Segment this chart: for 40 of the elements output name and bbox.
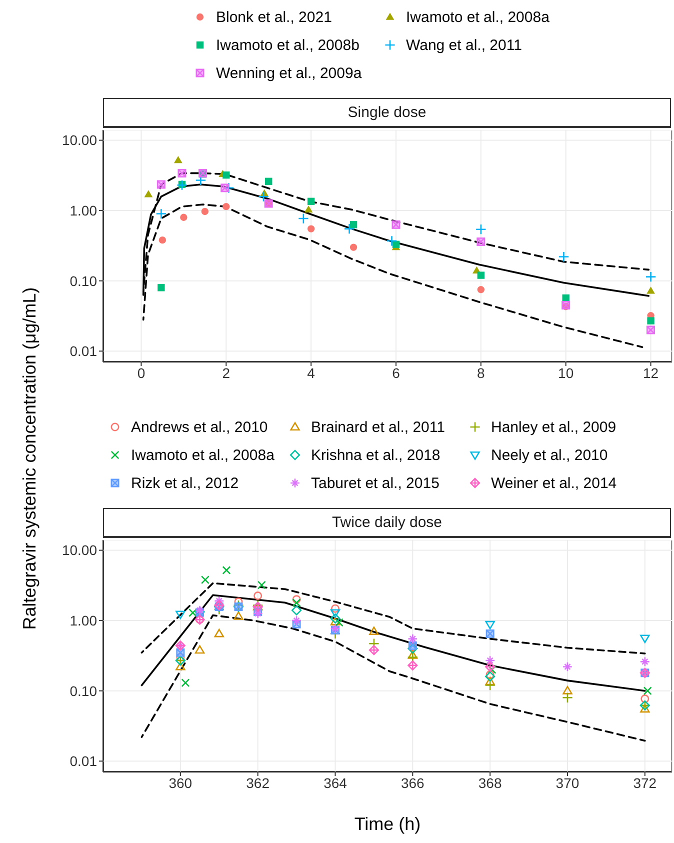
- y-tick-label: 0.10: [70, 272, 98, 289]
- x-tick-label: 370: [556, 774, 580, 791]
- x-tick-label: 12: [642, 364, 659, 381]
- y-tick-label: 10.00: [62, 132, 98, 148]
- y-tick-label: 0.10: [70, 682, 98, 699]
- x-tick-label: 10: [558, 364, 574, 381]
- x-tick-label: 0: [137, 364, 146, 381]
- legend-label: Iwamoto et al., 2008a: [131, 446, 274, 464]
- legend-label: Wang et al., 2011: [406, 36, 522, 54]
- legend-label: Hanley et al., 2009: [491, 418, 616, 436]
- legend-label: Weiner et al., 2014: [491, 474, 617, 492]
- x-axis-title: Time (h): [353, 814, 422, 835]
- legend-label: Wenning et al., 2009a: [216, 64, 362, 82]
- legend-label: Iwamoto et al., 2008a: [406, 8, 550, 26]
- x-tick-label: 8: [477, 364, 486, 381]
- chart-title: Single dose: [103, 98, 671, 128]
- legend-label: Blonk et al., 2021: [216, 8, 332, 26]
- x-tick-label: 366: [400, 774, 425, 791]
- x-tick-label: 360: [168, 774, 192, 791]
- x-tick-label: 6: [392, 364, 400, 381]
- x-tick-label: 364: [324, 774, 348, 791]
- y-axis-title: Raltegravir systemic concentration (μg/mL): [20, 286, 40, 632]
- x-tick-label: 368: [478, 774, 502, 791]
- x-tick-label: 372: [633, 774, 657, 791]
- legend-label: Andrews et al., 2010: [131, 418, 268, 436]
- x-tick-label: 362: [246, 774, 270, 791]
- x-tick-label: 2: [222, 364, 230, 381]
- y-tick-label: 1.00: [70, 202, 98, 219]
- legend-label: Neely et al., 2010: [491, 446, 608, 464]
- legend-label: Krishna et al., 2018: [311, 446, 440, 464]
- y-tick-label: 0.01: [70, 343, 98, 360]
- legend-label: Brainard et al., 2011: [311, 418, 445, 436]
- y-tick-label: 10.00: [62, 542, 98, 558]
- x-tick-label: 4: [307, 364, 316, 381]
- chart-title: Twice daily dose: [103, 508, 671, 538]
- legend-label: Taburet et al., 2015: [311, 474, 440, 492]
- y-tick-label: 1.00: [70, 612, 98, 629]
- legend-label: Iwamoto et al., 2008b: [216, 36, 360, 54]
- legend-label: Rizk et al., 2012: [131, 474, 239, 492]
- y-tick-label: 0.01: [70, 753, 98, 770]
